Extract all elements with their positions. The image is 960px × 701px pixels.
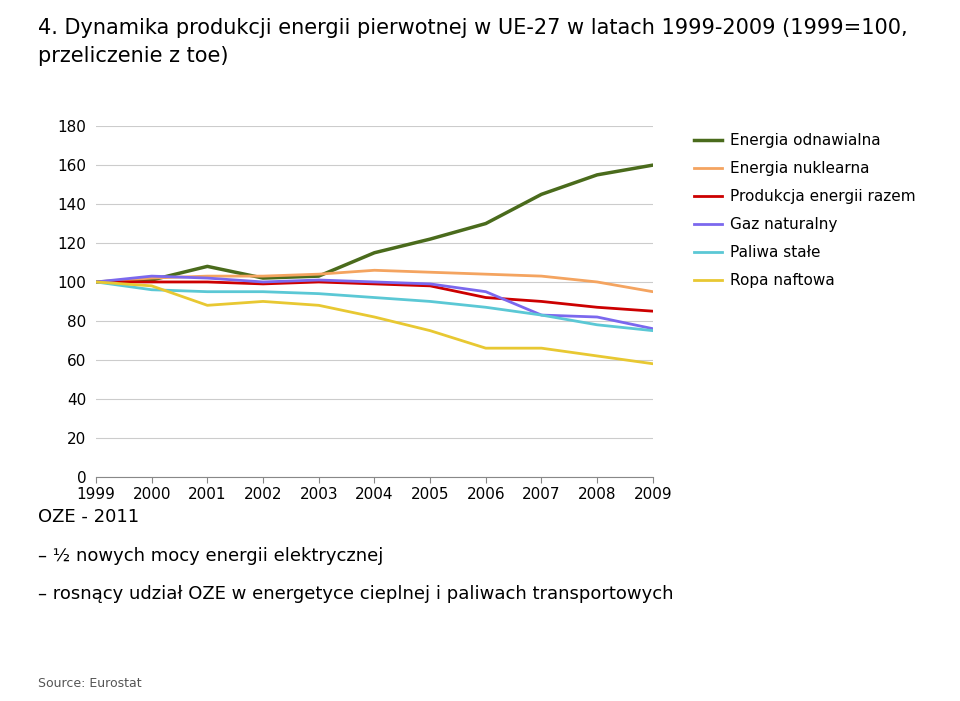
Ropa naftowa — [90, 278, 102, 286]
Line: Energia odnawialna: Energia odnawialna — [96, 165, 653, 282]
Text: 4. Dynamika produkcji energii pierwotnej w UE-27 w latach 1999-2009 (1999=100,: 4. Dynamika produkcji energii pierwotnej… — [38, 18, 908, 38]
Energia nuklearna — [202, 272, 213, 280]
Energia nuklearna — [146, 274, 157, 283]
Energia odnawialna — [313, 272, 324, 280]
Energia odnawialna — [480, 219, 492, 228]
Text: OZE - 2011: OZE - 2011 — [38, 508, 139, 526]
Paliwa stałe — [591, 320, 603, 329]
Gaz naturalny — [257, 278, 269, 286]
Paliwa stałe — [480, 303, 492, 311]
Gaz naturalny — [647, 325, 659, 333]
Energia odnawialna — [202, 262, 213, 271]
Gaz naturalny — [90, 278, 102, 286]
Produkcja energii razem — [257, 280, 269, 288]
Ropa naftowa — [647, 360, 659, 368]
Gaz naturalny — [313, 275, 324, 284]
Energia odnawialna — [146, 275, 157, 284]
Gaz naturalny — [424, 280, 436, 288]
Line: Ropa naftowa: Ropa naftowa — [96, 282, 653, 364]
Paliwa stałe — [146, 285, 157, 294]
Energia nuklearna — [536, 272, 547, 280]
Ropa naftowa — [146, 282, 157, 290]
Energia odnawialna — [591, 170, 603, 179]
Ropa naftowa — [313, 301, 324, 310]
Line: Produkcja energii razem: Produkcja energii razem — [96, 282, 653, 311]
Gaz naturalny — [369, 278, 380, 286]
Gaz naturalny — [591, 313, 603, 321]
Ropa naftowa — [369, 313, 380, 321]
Paliwa stałe — [369, 293, 380, 301]
Line: Gaz naturalny: Gaz naturalny — [96, 276, 653, 329]
Energia nuklearna — [647, 287, 659, 296]
Produkcja energii razem — [202, 278, 213, 286]
Text: – rosnący udział OZE w energetyce cieplnej i paliwach transportowych: – rosnący udział OZE w energetyce ciepln… — [38, 585, 674, 604]
Ropa naftowa — [480, 344, 492, 353]
Legend: Energia odnawialna, Energia nuklearna, Produkcja energii razem, Gaz naturalny, P: Energia odnawialna, Energia nuklearna, P… — [688, 127, 922, 294]
Energia odnawialna — [424, 235, 436, 243]
Paliwa stałe — [313, 290, 324, 298]
Text: Source: Eurostat: Source: Eurostat — [38, 677, 142, 690]
Paliwa stałe — [257, 287, 269, 296]
Paliwa stałe — [536, 311, 547, 319]
Energia nuklearna — [591, 278, 603, 286]
Energia nuklearna — [369, 266, 380, 275]
Produkcja energii razem — [424, 282, 436, 290]
Energia odnawialna — [647, 161, 659, 170]
Line: Paliwa stałe: Paliwa stałe — [96, 282, 653, 331]
Paliwa stałe — [202, 287, 213, 296]
Energia nuklearna — [90, 278, 102, 286]
Energia nuklearna — [424, 268, 436, 276]
Energia nuklearna — [257, 272, 269, 280]
Energia odnawialna — [536, 190, 547, 198]
Text: przeliczenie z toe): przeliczenie z toe) — [38, 46, 228, 66]
Energia odnawialna — [369, 249, 380, 257]
Energia odnawialna — [90, 278, 102, 286]
Energia nuklearna — [480, 270, 492, 278]
Ropa naftowa — [257, 297, 269, 306]
Line: Energia nuklearna: Energia nuklearna — [96, 271, 653, 292]
Ropa naftowa — [424, 327, 436, 335]
Produkcja energii razem — [591, 303, 603, 311]
Produkcja energii razem — [480, 293, 492, 301]
Energia nuklearna — [313, 270, 324, 278]
Text: – ½ nowych mocy energii elektrycznej: – ½ nowych mocy energii elektrycznej — [38, 547, 384, 565]
Gaz naturalny — [202, 274, 213, 283]
Ropa naftowa — [536, 344, 547, 353]
Ropa naftowa — [202, 301, 213, 310]
Produkcja energii razem — [146, 278, 157, 286]
Energia odnawialna — [257, 274, 269, 283]
Produkcja energii razem — [536, 297, 547, 306]
Paliwa stałe — [647, 327, 659, 335]
Gaz naturalny — [536, 311, 547, 319]
Ropa naftowa — [591, 352, 603, 360]
Paliwa stałe — [424, 297, 436, 306]
Produkcja energii razem — [90, 278, 102, 286]
Produkcja energii razem — [369, 280, 380, 288]
Gaz naturalny — [146, 272, 157, 280]
Paliwa stałe — [90, 278, 102, 286]
Produkcja energii razem — [647, 307, 659, 315]
Produkcja energii razem — [313, 278, 324, 286]
Gaz naturalny — [480, 287, 492, 296]
